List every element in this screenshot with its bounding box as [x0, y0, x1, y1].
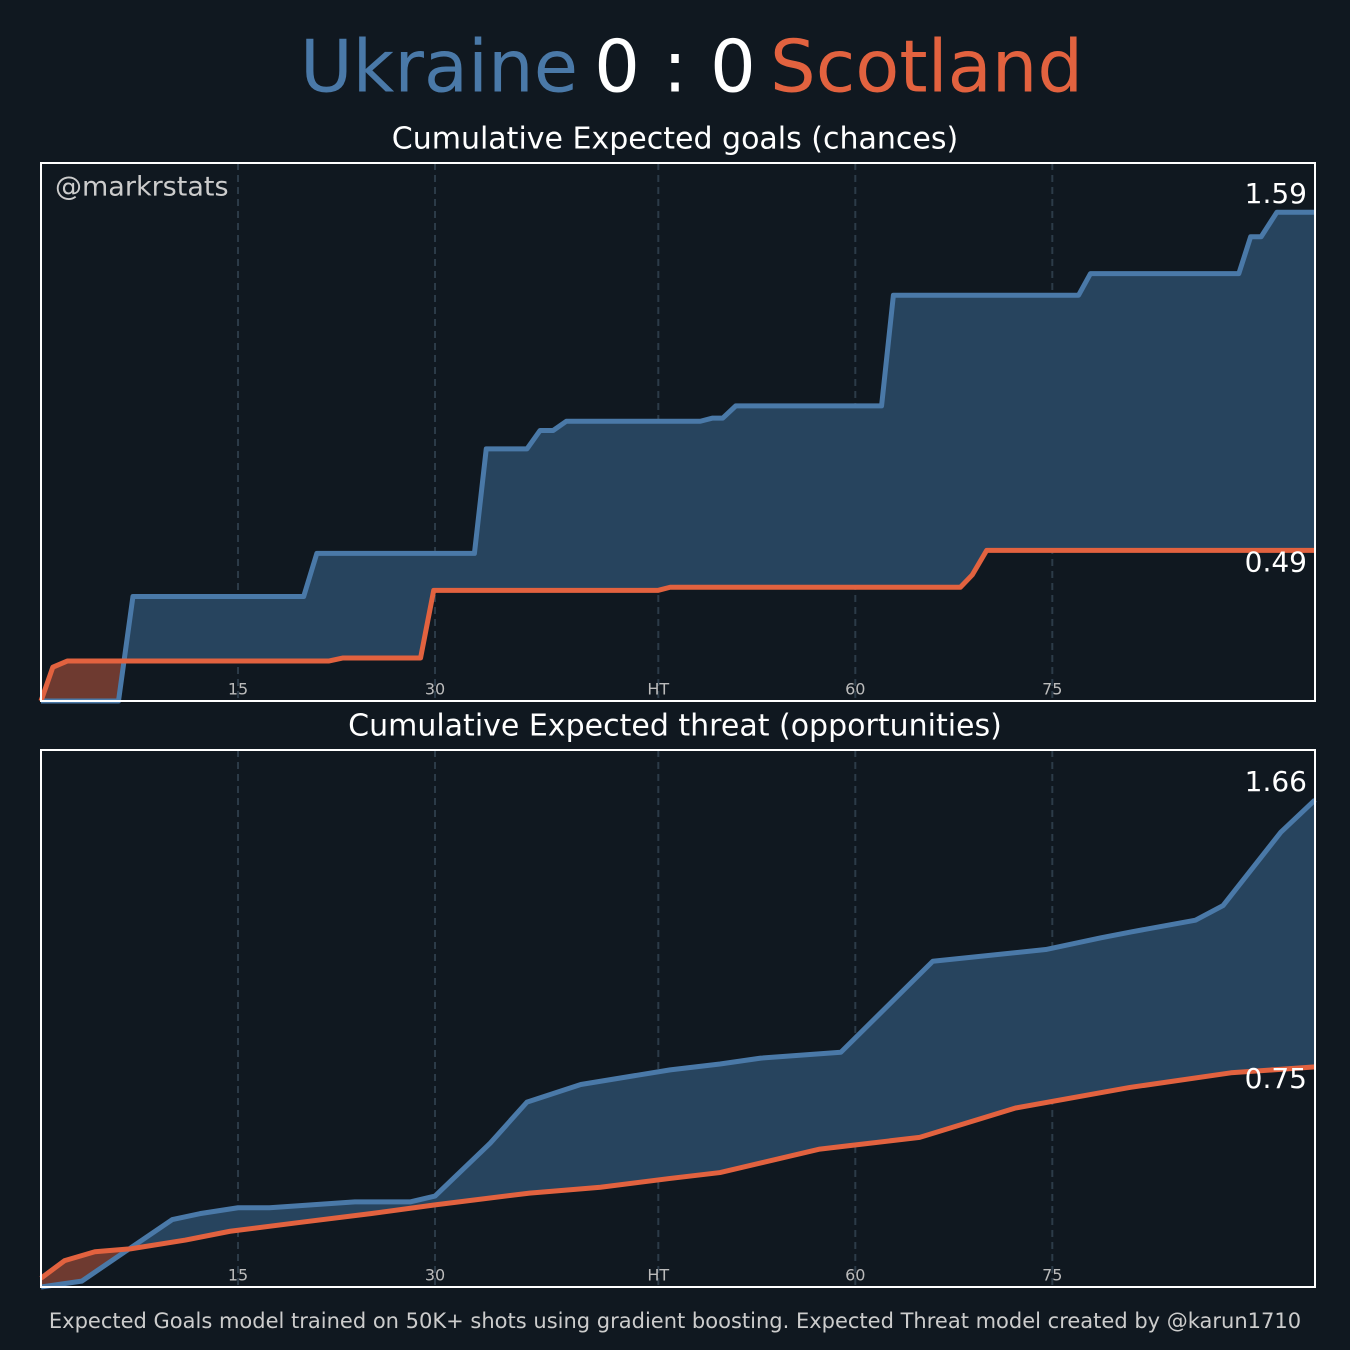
x-tick-label: 15 [228, 1266, 248, 1285]
watermark: @markrstats [55, 172, 229, 203]
end-value-label: 1.59 [1245, 177, 1307, 210]
fill-between [41, 799, 1315, 1287]
series-line [41, 209, 1315, 704]
end-value-label: 0.49 [1245, 545, 1307, 578]
x-tick-label: 75 [1042, 1266, 1062, 1285]
chart-title: Cumulative Expected goals (chances) [392, 122, 958, 157]
series-line [40, 798, 1317, 1290]
away-team: Scotland [770, 25, 1083, 109]
footnote: Expected Goals model trained on 50K+ sho… [49, 1309, 1301, 1333]
series-line [39, 1064, 1316, 1281]
score: 0 : 0 [594, 25, 756, 109]
x-tick-label: 60 [845, 1266, 865, 1285]
end-value-label: 0.75 [1245, 1062, 1307, 1095]
end-value-label: 1.66 [1245, 765, 1307, 798]
x-tick-label: 75 [1042, 680, 1062, 699]
x-tick-label: HT [647, 1266, 669, 1285]
series-line [38, 547, 1315, 702]
home-team: Ukraine [300, 25, 578, 109]
plot-border [40, 162, 1316, 702]
chart-title: Cumulative Expected threat (opportunitie… [348, 709, 1002, 744]
x-tick-label: HT [647, 680, 669, 699]
fill-between [41, 212, 1315, 701]
x-tick-label: 30 [425, 1266, 445, 1285]
plot-border [40, 749, 1316, 1288]
x-tick-label: 30 [425, 680, 445, 699]
x-tick-label: 60 [845, 680, 865, 699]
x-tick-label: 15 [228, 680, 248, 699]
